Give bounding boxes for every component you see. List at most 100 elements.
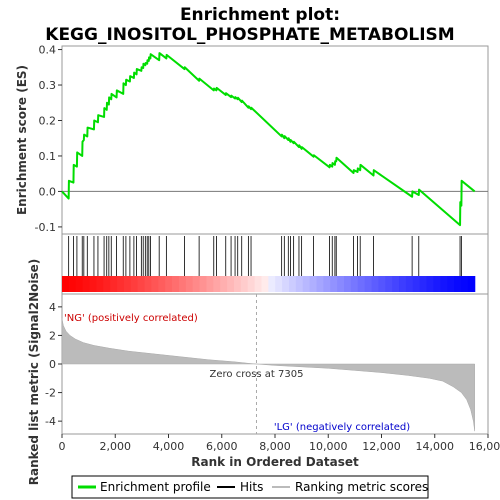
x-tick-label: 0 bbox=[59, 440, 66, 453]
rank-bar-segment bbox=[240, 276, 249, 292]
metric-tick-label: -4 bbox=[45, 415, 56, 428]
rank-bar-segment bbox=[117, 276, 125, 292]
rank-bar-segment bbox=[371, 276, 379, 292]
rank-bar-segment bbox=[323, 276, 331, 292]
es-tick-label: 0.2 bbox=[39, 114, 57, 127]
rank-bar-segment bbox=[151, 276, 159, 292]
zero-cross-label: Zero cross at 7305 bbox=[210, 369, 304, 380]
rank-bar-segment bbox=[213, 276, 221, 292]
rank-bar-segment bbox=[350, 276, 359, 292]
x-tick-label: 12,000 bbox=[362, 440, 401, 453]
rank-bar-segment bbox=[96, 276, 104, 292]
rank-bar-segment bbox=[220, 276, 228, 292]
rank-bar-segment bbox=[206, 276, 214, 292]
es-y-axis: -0.1 0.0 0.1 0.2 0.3 0.4 bbox=[35, 44, 62, 234]
rank-bar-segment bbox=[385, 276, 393, 292]
rank-bar-segment bbox=[275, 276, 283, 292]
rank-bar-segment bbox=[399, 276, 407, 292]
rank-bar-segment bbox=[467, 276, 476, 292]
legend-label-hits: Hits bbox=[240, 480, 263, 494]
rank-bar-segment bbox=[302, 276, 311, 292]
rank-bar-segment bbox=[110, 276, 118, 292]
legend: Enrichment profile Hits Ranking metric s… bbox=[71, 475, 429, 499]
es-tick-label: 0.1 bbox=[39, 150, 57, 163]
metric-y-axis: -4 -2 0 2 4 bbox=[45, 301, 62, 428]
es-panel bbox=[61, 45, 489, 235]
metric-tick-label: 4 bbox=[49, 301, 56, 314]
rank-bar-segment bbox=[261, 276, 269, 292]
metric-tick-label: 2 bbox=[49, 329, 56, 342]
rank-bar-segment bbox=[165, 276, 173, 292]
rank-bar-segment bbox=[419, 276, 428, 292]
rank-bar-segment bbox=[378, 276, 386, 292]
rank-bar-segment bbox=[268, 276, 276, 292]
rank-bar-segment bbox=[440, 276, 448, 292]
rank-bar-segment bbox=[330, 276, 338, 292]
rank-bar-segment bbox=[288, 276, 297, 292]
rank-bar-segment bbox=[227, 276, 235, 292]
rank-bar-segment bbox=[144, 276, 153, 292]
es-tick-label: 0.3 bbox=[39, 79, 57, 92]
es-tick-label: 0.4 bbox=[39, 44, 57, 57]
x-tick-label: 10,000 bbox=[309, 440, 348, 453]
rank-bar-segment bbox=[447, 276, 455, 292]
metric-tick-label: 0 bbox=[49, 358, 56, 371]
rank-bar-segment bbox=[130, 276, 139, 292]
rank-bar-segment bbox=[82, 276, 91, 292]
rank-bar-segment bbox=[89, 276, 97, 292]
rank-bar-segment bbox=[199, 276, 208, 292]
legend-label-enrichment-profile: Enrichment profile bbox=[100, 480, 211, 494]
chart-title-line2: KEGG_INOSITOL_PHOSPHATE_METABOLISM bbox=[45, 25, 454, 45]
rank-bar-segment bbox=[123, 276, 132, 292]
positive-correlation-label: 'NG' (positively correlated) bbox=[64, 313, 198, 324]
rank-color-bar bbox=[62, 276, 476, 292]
rank-bar-segment bbox=[309, 276, 318, 292]
rank-bar-segment bbox=[433, 276, 441, 292]
legend-box bbox=[71, 475, 429, 499]
rank-bar-segment bbox=[344, 276, 352, 292]
x-tick-label: 14,000 bbox=[416, 440, 455, 453]
rank-bar-segment bbox=[158, 276, 166, 292]
x-axis-label: Rank in Ordered Dataset bbox=[191, 455, 359, 469]
rank-bar-segment bbox=[426, 276, 435, 292]
hits-layer bbox=[68, 236, 462, 276]
metric-axis-label: Ranked list metric (Signal2Noise) bbox=[27, 259, 41, 486]
rank-bar-segment bbox=[460, 276, 469, 292]
rank-bar-segment bbox=[192, 276, 201, 292]
es-curve-layer bbox=[61, 52, 476, 227]
x-tick-label: 2,000 bbox=[100, 440, 132, 453]
rank-bar-segment bbox=[364, 276, 373, 292]
x-tick-label: 4,000 bbox=[153, 440, 185, 453]
rank-bar-segment bbox=[185, 276, 194, 292]
rank-bar-segment bbox=[282, 276, 290, 292]
rank-bar-segment bbox=[357, 276, 366, 292]
x-tick-label: 8,000 bbox=[259, 440, 291, 453]
x-tick-label: 16,000 bbox=[469, 440, 500, 453]
metric-tick-label: -2 bbox=[45, 387, 56, 400]
rank-bar-segment bbox=[137, 276, 146, 292]
es-tick-label: -0.1 bbox=[35, 221, 56, 234]
rank-bar-segment bbox=[178, 276, 187, 292]
rank-bar-segment bbox=[75, 276, 84, 292]
rank-bar-segment bbox=[103, 276, 111, 292]
ranking-metric-area bbox=[61, 318, 475, 432]
rank-bar-segment bbox=[392, 276, 400, 292]
rank-bar-segment bbox=[68, 276, 77, 292]
chart-title-line1: Enrichment plot: bbox=[180, 5, 340, 25]
metric-area-layer bbox=[61, 294, 475, 434]
x-tick-label: 6,000 bbox=[206, 440, 238, 453]
negative-correlation-label: 'LG' (negatively correlated) bbox=[274, 422, 410, 433]
rank-bar-segment bbox=[233, 276, 242, 292]
rank-bar-segment bbox=[316, 276, 324, 292]
es-axis-label: Enrichment score (ES) bbox=[15, 65, 29, 215]
rank-bar-segment bbox=[337, 276, 345, 292]
rank-bar-segment bbox=[295, 276, 304, 292]
rank-bar-segment bbox=[454, 276, 462, 292]
rank-bar-segment bbox=[412, 276, 421, 292]
x-axis: 0 2,000 4,000 6,000 8,000 10,000 12,000 14,000 1… bbox=[59, 434, 500, 453]
es-tick-label: 0.0 bbox=[39, 185, 57, 198]
enrichment-profile-line bbox=[61, 52, 476, 227]
rank-bar-segment bbox=[254, 276, 263, 292]
legend-label-ranking-metric-scores: Ranking metric scores bbox=[295, 480, 428, 494]
